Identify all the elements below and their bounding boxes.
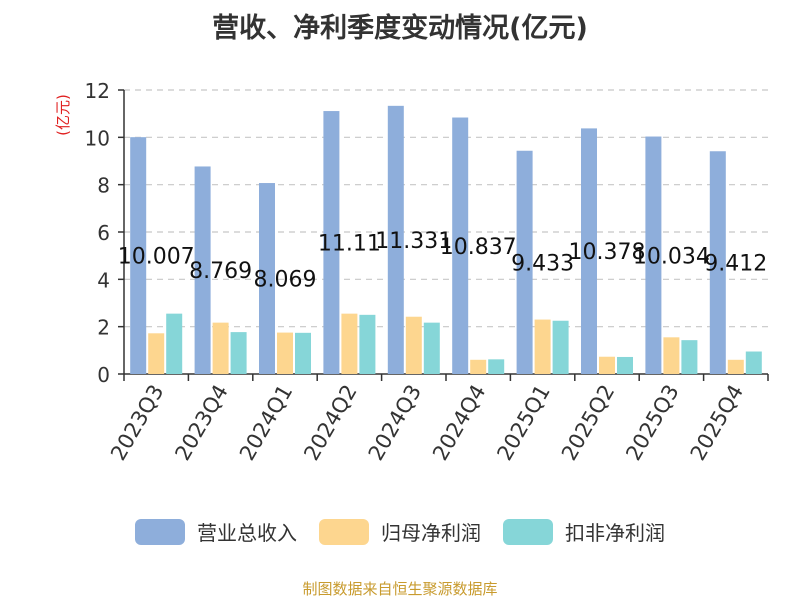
bar-revenue [194, 166, 211, 374]
x-tick-label: 2024Q3 [364, 381, 426, 465]
bar-net-profit [341, 313, 358, 374]
legend-swatch-net-profit [319, 518, 369, 545]
bar-revenue [130, 137, 147, 374]
bar-net-profit [599, 356, 615, 374]
data-label: 11.331 [375, 229, 452, 254]
legend-label-deducted-net-profit: 扣非净利润 [565, 521, 665, 545]
legend-swatch-revenue [135, 518, 185, 545]
x-tick-label: 2025Q2 [557, 381, 619, 465]
y-tick-label: 2 [97, 316, 110, 340]
x-tick-label: 2025Q4 [686, 381, 748, 465]
x-tick-label: 2023Q3 [106, 381, 168, 465]
bar-deducted-net-profit [681, 340, 698, 374]
bar-net-profit [277, 332, 293, 374]
data-label: 11.11 [318, 232, 381, 257]
x-tick-label: 2024Q1 [235, 381, 297, 465]
bar-revenue [323, 111, 340, 375]
bar-revenue [645, 136, 662, 374]
y-tick-label: 12 [85, 79, 110, 103]
x-tick-label: 2024Q2 [299, 381, 361, 465]
y-tick-label: 4 [97, 268, 110, 292]
x-tick-label: 2024Q4 [428, 381, 490, 465]
bar-deducted-net-profit [359, 314, 376, 374]
bar-revenue [709, 151, 726, 374]
bar-net-profit [470, 359, 487, 374]
bar-revenue [387, 105, 404, 374]
legend-item-deducted-net-profit[interactable]: 扣非净利润 [503, 517, 665, 546]
bar-revenue [452, 117, 469, 375]
data-label: 9.433 [511, 251, 574, 276]
data-label: 10.837 [440, 235, 517, 260]
data-label: 9.412 [704, 252, 767, 277]
data-label: 8.769 [189, 259, 252, 284]
legend-label-revenue: 营业总收入 [197, 521, 297, 545]
bar-deducted-net-profit [488, 359, 505, 374]
bar-deducted-net-profit [230, 332, 247, 374]
data-label: 10.034 [633, 244, 710, 269]
x-tick-label: 2025Q1 [492, 381, 554, 465]
data-source-note: 制图数据来自恒生聚源数据库 [302, 580, 498, 598]
legend: 营业总收入 归母净利润 扣非净利润 [0, 517, 800, 546]
y-tick-label: 0 [97, 363, 110, 387]
bar-net-profit [148, 333, 165, 374]
y-tick-label: 10 [85, 126, 110, 150]
data-label: 10.378 [569, 240, 646, 265]
x-tick-label: 2025Q3 [621, 381, 683, 465]
y-axis-label: (亿元) [54, 94, 72, 136]
y-tick-label: 8 [97, 174, 110, 198]
legend-label-net-profit: 归母净利润 [381, 521, 481, 545]
bar-net-profit [534, 319, 551, 374]
x-tick-label: 2023Q4 [170, 381, 232, 465]
y-tick-label: 6 [97, 221, 110, 245]
data-label: 10.007 [118, 245, 195, 270]
legend-item-net-profit[interactable]: 归母净利润 [319, 517, 481, 546]
bar-deducted-net-profit [295, 332, 311, 374]
bar-deducted-net-profit [166, 313, 183, 374]
bar-revenue [581, 128, 597, 374]
bar-deducted-net-profit [745, 351, 762, 374]
bar-deducted-net-profit [617, 356, 633, 374]
bar-deducted-net-profit [423, 322, 440, 374]
bar-net-profit [663, 337, 680, 374]
bar-net-profit [212, 322, 229, 374]
bar-deducted-net-profit [552, 320, 569, 374]
bar-net-profit [405, 316, 422, 374]
chart-title: 营收、净利季度变动情况(亿元) [212, 13, 588, 44]
data-label: 8.069 [254, 268, 317, 293]
bar-revenue [516, 150, 533, 374]
legend-item-revenue[interactable]: 营业总收入 [135, 517, 297, 546]
bar-revenue [259, 183, 275, 374]
legend-swatch-deducted-net-profit [503, 518, 553, 545]
bar-net-profit [727, 359, 744, 374]
